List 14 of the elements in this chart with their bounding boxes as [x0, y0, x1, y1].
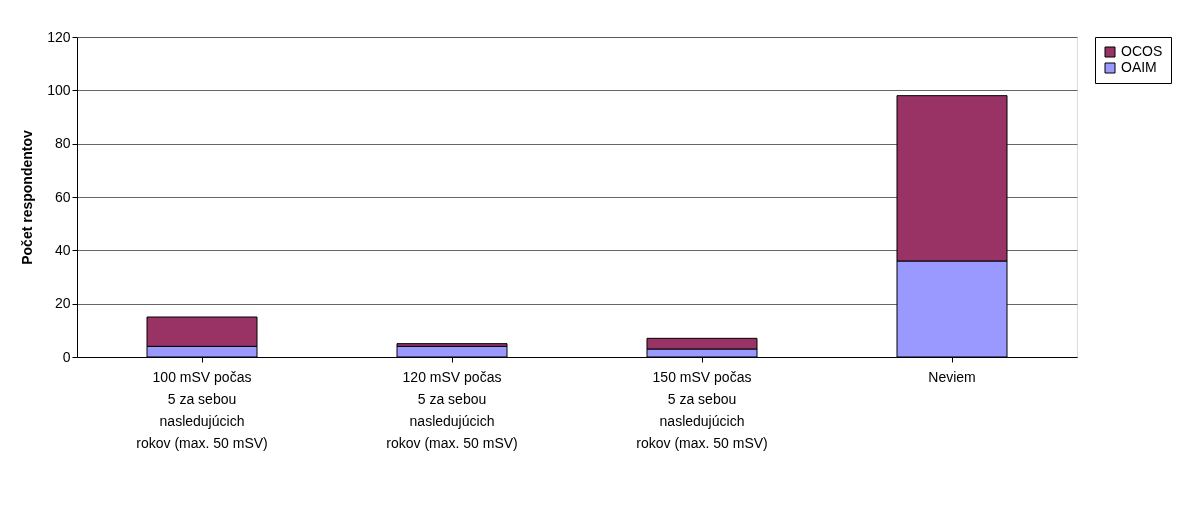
y-tick-label: 0: [62, 348, 71, 365]
legend-label: OAIM: [1121, 59, 1157, 75]
legend-label: OCOS: [1121, 43, 1163, 59]
x-tick-label: 100 mSV počas 5 za sebou nasledujúcich rokov (max. 50 mSV): [136, 368, 268, 451]
x-tick-label: 150 mSV počas 5 za sebou nasledujúcich rokov (max. 50 mSV): [636, 368, 768, 451]
x-tick-label: Neviem: [928, 368, 976, 385]
y-tick-label: 80: [54, 135, 71, 152]
y-tick-label: 20: [54, 295, 71, 312]
y-tick-label: 100: [47, 81, 71, 98]
y-axis-title: Počet respondentov: [19, 130, 36, 265]
y-tick-label: 60: [54, 188, 71, 205]
y-tick-label: 40: [54, 241, 71, 258]
x-tick-label: 120 mSV počas 5 za sebou nasledujúcich rokov (max. 50 mSV): [386, 368, 518, 451]
y-tick-label: 120: [47, 28, 71, 45]
